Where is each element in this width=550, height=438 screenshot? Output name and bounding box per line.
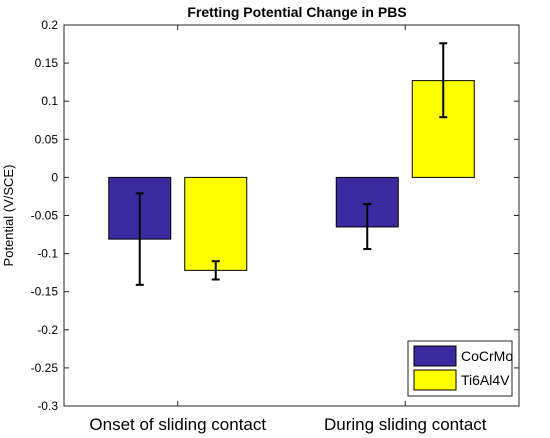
y-tick-label: -0.3	[37, 399, 58, 413]
y-axis-label: Potential (V/SCE)	[1, 165, 16, 267]
y-tick-label: 0.1	[41, 94, 58, 108]
y-tick-label: -0.15	[31, 285, 59, 299]
y-tick-label: -0.2	[37, 323, 58, 337]
x-tick-label: Onset of sliding contact	[89, 415, 266, 434]
x-tick-label: During sliding contact	[324, 415, 487, 434]
bars	[108, 80, 475, 271]
bar-ti6al4v	[184, 176, 248, 271]
y-tick-label: 0.2	[41, 18, 58, 32]
legend-swatch-cocrmo	[413, 345, 457, 367]
y-tick-label: 0.15	[35, 56, 59, 70]
y-tick-label: -0.1	[37, 247, 58, 261]
legend-swatch-ti6al4v	[413, 369, 457, 391]
plot-area-frame	[63, 24, 520, 407]
y-tick-label: -0.25	[31, 361, 59, 375]
y-tick-label: 0.05	[35, 132, 59, 146]
x-axis-ticks: Onset of sliding contact During sliding c…	[89, 25, 487, 434]
y-tick-label: 0	[51, 170, 58, 184]
legend: CoCrMo Ti6Al4V	[407, 340, 513, 397]
y-axis-ticks: 0.2 0.15 0.1 0.05 0 -0.05 -0.1 -0.15 -0.2 -0.25 -0…	[31, 18, 519, 413]
chart-title: Fretting Potential Change in PBS	[187, 4, 406, 20]
y-tick-label: -0.05	[31, 209, 59, 223]
legend-label: Ti6Al4V	[461, 372, 510, 388]
error-bars	[135, 42, 448, 286]
legend-label: CoCrMo	[461, 348, 513, 364]
